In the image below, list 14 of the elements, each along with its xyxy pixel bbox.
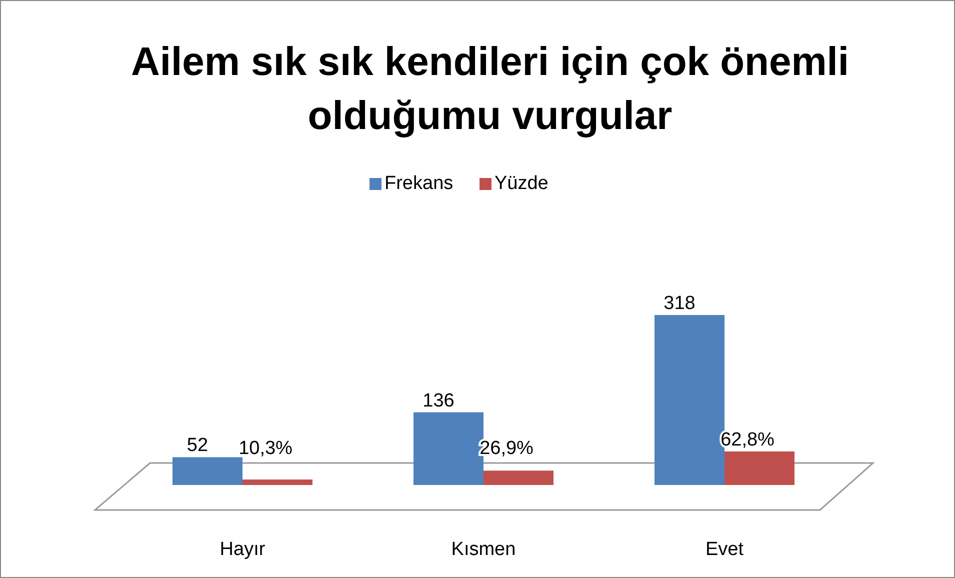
data-label: 318 [664, 293, 696, 314]
data-label: 136 [422, 390, 454, 412]
chart-title: Ailem sık sık kendileri için çok önemli olduğumu vurgular [130, 40, 850, 138]
bar [242, 479, 312, 485]
bar [172, 457, 242, 485]
x-tick-label: Hayır [220, 539, 266, 560]
data-label: 10,3% [238, 438, 293, 459]
bar [484, 470, 554, 485]
bar [724, 451, 794, 485]
legend-label: Yüzde [494, 173, 548, 194]
x-tick-label: Evet [705, 539, 744, 560]
legend-label: Frekans [384, 173, 454, 194]
x-tick-label: Kısmen [451, 539, 516, 560]
data-label: 52 [186, 435, 208, 456]
